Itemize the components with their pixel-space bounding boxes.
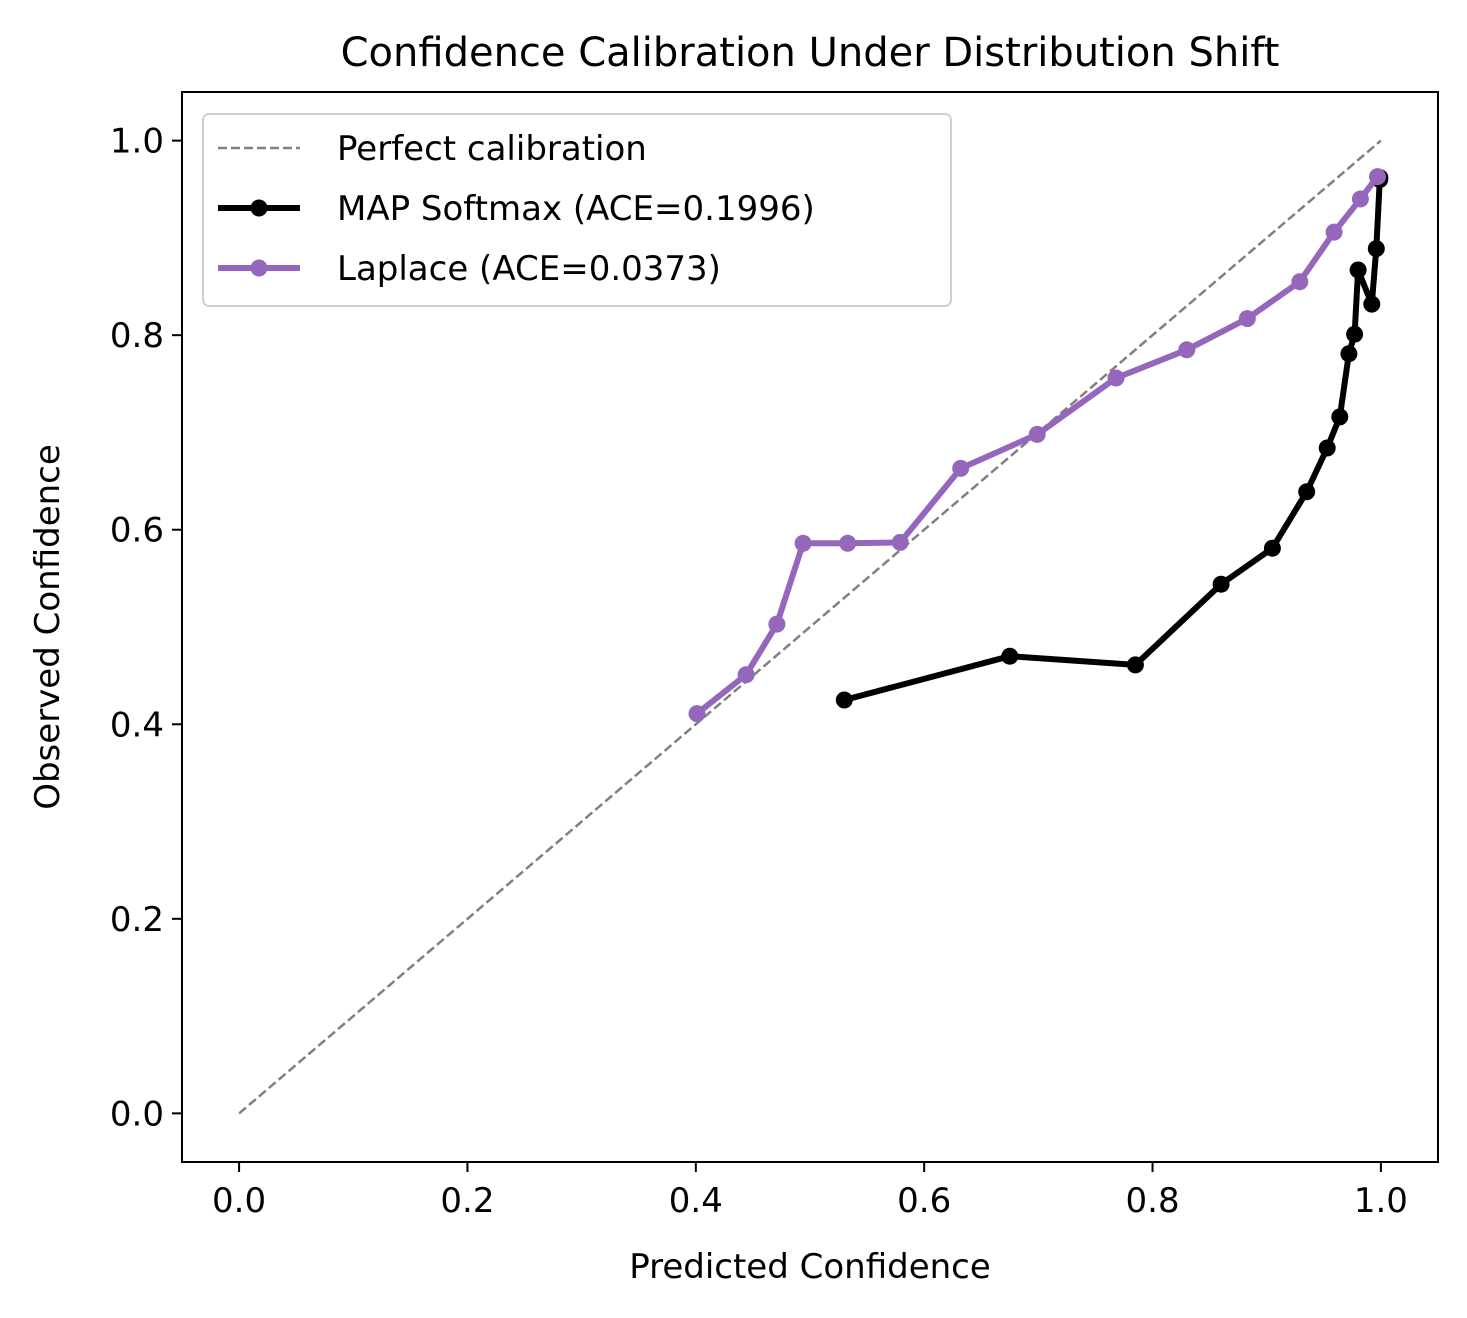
y-tick-label: 0.4 (110, 705, 164, 745)
laplace-point (952, 459, 970, 477)
legend-label: Perfect calibration (337, 129, 647, 169)
map-softmax-point (1318, 439, 1336, 457)
legend-marker (250, 259, 268, 277)
laplace-point (1178, 341, 1196, 359)
legend: Perfect calibration MAP Softmax (ACE=0.19… (202, 113, 952, 307)
laplace-point (1107, 369, 1125, 387)
map-softmax-point (1367, 240, 1385, 258)
y-tick-label: 0.0 (110, 1094, 164, 1134)
laplace-point (839, 534, 857, 552)
x-tick-label: 0.2 (440, 1181, 494, 1221)
legend-item-laplace: Laplace (ACE=0.0373) (218, 249, 721, 289)
map-softmax-point (1346, 325, 1364, 343)
plot-area (238, 139, 1389, 1115)
map-softmax-point (1298, 483, 1316, 501)
legend-label: MAP Softmax (ACE=0.1996) (337, 189, 815, 229)
y-tick-label: 0.6 (110, 511, 164, 551)
map-softmax-point (1331, 408, 1349, 426)
map-softmax-point (1349, 261, 1367, 279)
laplace-point (1325, 223, 1343, 241)
laplace-point (1028, 425, 1046, 443)
legend-item-map-softmax: MAP Softmax (ACE=0.1996) (218, 189, 815, 229)
map-softmax-point (1212, 575, 1230, 593)
axes-frame (181, 91, 1439, 1163)
series-laplace (688, 168, 1386, 723)
map-softmax-point (1126, 656, 1144, 674)
x-tick-label: 1.0 (1354, 1181, 1408, 1221)
laplace-point (737, 666, 755, 684)
laplace-point (1291, 273, 1309, 291)
x-tick-label: 0.4 (669, 1181, 723, 1221)
map-softmax-point (1001, 647, 1019, 665)
x-tick-label: 0.6 (897, 1181, 951, 1221)
series-perfect-calibration (238, 139, 1382, 1115)
laplace-point (1238, 310, 1256, 328)
y-tick-label: 0.8 (110, 316, 164, 356)
y-tick-label: 1.0 (110, 122, 164, 162)
laplace-point (794, 534, 812, 552)
map-softmax-point (1263, 539, 1281, 557)
x-tick-label: 0.8 (1126, 1181, 1180, 1221)
legend-label: Laplace (ACE=0.0373) (337, 249, 721, 289)
laplace-point (1351, 190, 1369, 208)
y-tick-label: 0.2 (110, 900, 164, 940)
legend-entries: Perfect calibration MAP Softmax (ACE=0.19… (218, 129, 815, 289)
y-axis-label: Observed Confidence (28, 444, 68, 810)
laplace-point (768, 615, 786, 633)
map-softmax-point (835, 691, 853, 709)
laplace-point (891, 533, 909, 551)
x-axis-label: Predicted Confidence (629, 1247, 991, 1287)
laplace-point (688, 705, 706, 723)
axis-ticks: 0.0 0.2 0.4 0.6 0.8 1.0 0.0 0.2 0.4 0.6 0.8 1.0 (110, 122, 1408, 1221)
series-map-softmax (835, 169, 1389, 709)
map-softmax-point (1340, 345, 1358, 363)
legend-item-perfect-calibration: Perfect calibration (218, 129, 647, 169)
legend-marker (250, 199, 268, 217)
chart-title: Confidence Calibration Under Distributio… (341, 30, 1280, 76)
map-softmax-point (1363, 295, 1381, 313)
x-tick-label: 0.0 (212, 1181, 266, 1221)
laplace-point (1369, 168, 1386, 186)
perfect-calibration-line (238, 139, 1382, 1115)
legend-box (202, 113, 952, 307)
